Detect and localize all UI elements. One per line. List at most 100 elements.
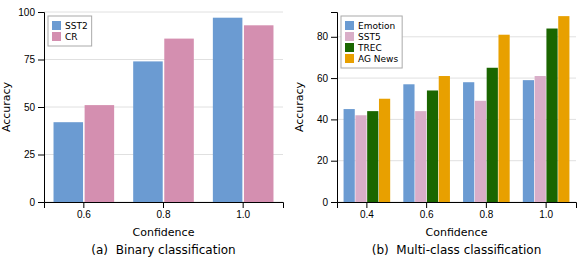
bar [523, 80, 534, 202]
legend-swatch [52, 32, 61, 41]
y-axis: 0 25 50 75 100 [18, 7, 44, 208]
x-axis-title: Confidence [426, 226, 488, 239]
y-tick-mark [331, 161, 337, 162]
x-axis-title: Confidence [133, 226, 195, 239]
bar [54, 122, 84, 202]
legend-label: CR [65, 32, 78, 42]
y-tick-mark [331, 78, 337, 79]
y-tick: 50 [24, 102, 44, 113]
bar [498, 35, 509, 202]
panel: 0 25 50 75 100 0.6 0.8 1.0 Accuracy Confidence (a)… [0, 7, 284, 257]
x-tick-label: 0.4 [360, 209, 374, 220]
y-axis-title: Accuracy [293, 81, 306, 132]
x-tick: 0.6 [420, 202, 434, 220]
legend-box [48, 16, 92, 46]
bar [487, 68, 498, 202]
legend-swatch [345, 54, 354, 63]
y-tick-label: 0 [29, 197, 35, 208]
bar [367, 111, 378, 202]
legend-swatch [345, 43, 354, 52]
y-tick-mark [38, 107, 44, 108]
bar [535, 76, 546, 202]
x-tick-label: 0.8 [157, 209, 171, 220]
x-tick-label: 1.0 [236, 209, 250, 220]
y-tick-label: 100 [18, 7, 35, 18]
y-tick-label: 75 [24, 54, 36, 65]
legend-label: SST2 [65, 21, 88, 31]
y-tick: 40 [317, 114, 337, 125]
bar [355, 115, 366, 202]
x-tick: 0.8 [479, 202, 493, 220]
x-tick-label: 0.6 [77, 209, 91, 220]
x-tick: 0.8 [157, 202, 171, 220]
x-tick: 1.0 [236, 202, 250, 220]
series [379, 16, 569, 202]
y-tick-label: 20 [317, 155, 329, 166]
y-tick-label: 0 [322, 197, 328, 208]
series [355, 76, 545, 202]
bar [427, 90, 438, 202]
y-axis-line [331, 13, 338, 203]
bars [344, 16, 570, 202]
y-tick-mark [38, 60, 44, 61]
legend: EmotionSST5TRECAG News [341, 16, 402, 68]
legend-swatch [52, 21, 61, 30]
legend-label: Emotion [358, 21, 395, 31]
y-axis-title: Accuracy [0, 81, 13, 132]
legend-item: CR [52, 32, 78, 42]
x-tick-mark [486, 202, 487, 208]
y-tick-label: 50 [24, 102, 36, 113]
bar [344, 109, 355, 202]
bar [85, 105, 115, 202]
x-tick-label: 0.6 [420, 209, 434, 220]
bar [213, 18, 243, 202]
x-tick: 1.0 [539, 202, 553, 220]
legend-item: SST5 [345, 32, 381, 42]
bar [475, 101, 486, 202]
y-tick: 80 [317, 31, 337, 42]
y-tick-label: 40 [317, 114, 329, 125]
x-axis-line [338, 203, 577, 209]
legend-item: SST2 [52, 21, 88, 31]
bar [379, 99, 390, 202]
y-axis-line [38, 13, 45, 203]
x-axis: 0.6 0.8 1.0 [45, 202, 284, 220]
legend-label: TREC [357, 43, 382, 53]
y-tick: 60 [317, 73, 337, 84]
legend-swatch [345, 32, 354, 41]
y-tick-mark [331, 202, 337, 203]
x-tick-mark [163, 202, 164, 208]
x-tick-mark [366, 202, 367, 208]
grid-line [44, 12, 283, 13]
y-tick-label: 25 [24, 149, 36, 160]
x-tick-mark [243, 202, 244, 208]
legend: SST2CR [48, 16, 92, 46]
bar [463, 82, 474, 202]
legend-item: Emotion [345, 21, 395, 31]
bar [164, 39, 194, 202]
y-axis: 0 20 40 60 80 [317, 13, 338, 208]
caption: (a) Binary classification [91, 243, 235, 257]
y-tick-mark [331, 37, 337, 38]
legend-label: AG News [358, 54, 398, 64]
y-tick-mark [38, 12, 44, 13]
y-tick: 0 [322, 197, 337, 208]
bar [403, 84, 414, 202]
y-tick: 100 [18, 7, 44, 18]
y-tick-label: 80 [317, 31, 329, 42]
legend-item: AG News [345, 54, 398, 64]
x-tick-mark [426, 202, 427, 208]
y-tick-mark [38, 202, 44, 203]
chart: 0 25 50 75 100 0.6 0.8 1.0 Accuracy Confidence (a)… [0, 0, 586, 260]
y-tick-mark [331, 119, 337, 120]
panel: 0204060800.40.60.81.0AccuracyConfidence(… [293, 13, 577, 258]
bar [415, 111, 426, 202]
bar [558, 16, 569, 202]
x-tick: 0.6 [77, 202, 91, 220]
bar [439, 76, 450, 202]
bar [133, 61, 163, 202]
y-tick: 0 [29, 197, 44, 208]
y-tick: 20 [317, 155, 337, 166]
bar [546, 29, 557, 202]
x-tick-mark [83, 202, 84, 208]
